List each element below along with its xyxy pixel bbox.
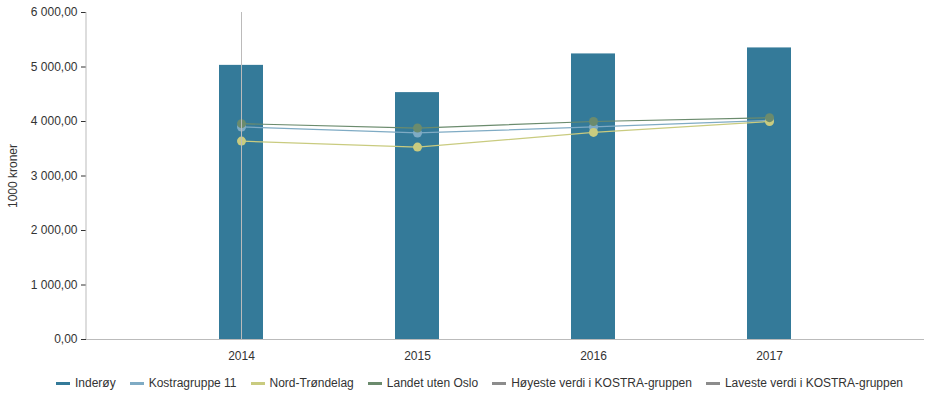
svg-text:2016: 2016 xyxy=(580,349,607,363)
svg-text:1 000,00: 1 000,00 xyxy=(31,278,78,292)
svg-text:1000 kroner: 1000 kroner xyxy=(6,144,20,208)
html-text:Landet uten Oslo: Landet uten Oslo xyxy=(386,376,479,390)
svg-text:6 000,00: 6 000,00 xyxy=(31,5,78,19)
html-text:Laveste verdi i KOSTRA-gruppen: Laveste verdi i KOSTRA-gruppen xyxy=(724,376,903,390)
html-text:Kostragruppe 11: Kostragruppe 11 xyxy=(148,376,237,390)
svg-text:2015: 2015 xyxy=(404,349,431,363)
svg-text:5 000,00: 5 000,00 xyxy=(31,60,78,74)
html-text:Høyeste verdi i KOSTRA-gruppen: Høyeste verdi i KOSTRA-gruppen xyxy=(511,376,692,390)
svg-text:4 000,00: 4 000,00 xyxy=(31,114,78,128)
html-text:Inderøy: Inderøy xyxy=(75,376,116,390)
svg-text:2 000,00: 2 000,00 xyxy=(31,223,78,237)
svg-text:3 000,00: 3 000,00 xyxy=(31,169,78,183)
svg-text:0,00: 0,00 xyxy=(54,332,78,346)
html-text:Nord-Trøndelag: Nord-Trøndelag xyxy=(269,376,354,390)
svg-text:2017: 2017 xyxy=(756,349,783,363)
svg-text:2014: 2014 xyxy=(228,349,255,363)
